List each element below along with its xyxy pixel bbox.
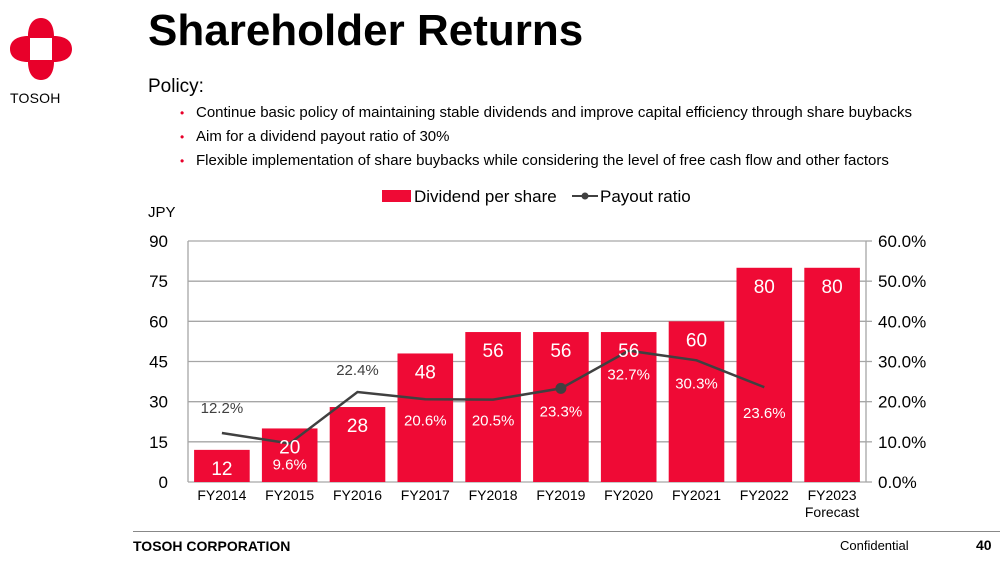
payout-ratio-label: 9.6% [273,456,307,473]
page-title: Shareholder Returns [148,6,584,55]
x-tick-label: FY2016 [333,487,382,503]
bar-value-label: 48 [415,362,436,383]
x-tick-label: FY2019 [536,487,585,503]
legend-label-payout: Payout ratio [600,187,691,206]
bar-dividend [465,332,521,482]
page-number: 40 [976,537,992,553]
policy-bullet: • Aim for a dividend payout ratio of 30% [180,126,912,150]
footer-divider [133,531,1000,532]
x-tick-label: FY2020 [604,487,653,503]
payout-ratio-label: 12.2% [201,400,244,417]
y2-tick-label: 30.0% [878,353,926,372]
y2-tick-label: 40.0% [878,312,926,331]
bar-dividend [329,407,386,482]
bar-dividend [261,428,318,482]
bar-value-label: 28 [347,416,368,437]
logo-text: TOSOH [10,90,61,106]
chart-legend: Dividend per share Payout ratio [382,187,691,206]
bar-dividend [194,449,250,482]
bar-value-label: 80 [822,277,843,298]
payout-ratio-label: 30.3% [675,375,718,392]
tosoh-logo-icon [10,18,72,80]
payout-ratio-line [221,349,765,445]
policy-bullet: • Continue basic policy of maintaining st… [180,102,912,126]
x-tick-label: FY2022 [740,487,789,503]
payout-ratio-label: 32.7% [607,367,650,384]
bar-dividend [736,267,793,482]
y-tick-label: 15 [149,433,168,452]
bar-value-label: 56 [618,341,639,362]
legend-swatch-payout-marker [581,192,589,200]
bar-dividend [533,332,589,482]
payout-ratio-label: 22.4% [336,362,379,379]
bar-value-label: 56 [550,341,571,362]
y-tick-label: 45 [149,353,168,372]
bar-dividend [397,353,454,482]
footer-company: TOSOH CORPORATION [133,538,291,554]
policy-bullets: • Continue basic policy of maintaining st… [180,102,912,174]
bullet-icon: • [180,106,185,120]
bullet-icon: • [180,130,185,144]
policy-heading: Policy: [148,76,204,97]
bar-value-label: 56 [483,341,504,362]
bar-value-label: 12 [211,459,232,480]
bar-dividend [668,321,725,482]
y2-tick-label: 60.0% [878,232,926,251]
payout-ratio-label: 20.5% [472,413,515,430]
bar-value-label: 20 [279,437,300,458]
y2-tick-label: 0.0% [878,473,917,492]
y-tick-label: 0 [159,473,168,492]
x-tick-label: FY2018 [469,487,518,503]
bar-dividend [600,332,657,482]
x-tick-label: FY2014 [197,487,246,503]
x-tick-label: FY2015 [265,487,314,503]
bar-value-label: 60 [686,330,707,351]
bar-value-label: 80 [754,277,775,298]
x-tick-label: FY2023 [808,487,857,503]
footer-confidential: Confidential [840,538,909,553]
y-tick-label: 30 [149,393,168,412]
x-tick-label: FY2021 [672,487,721,503]
y2-tick-label: 20.0% [878,393,926,412]
payout-ratio-label: 23.3% [540,403,583,420]
x-tick-label: FY2017 [401,487,450,503]
y-tick-label: 75 [149,272,168,291]
payout-ratio-label: 23.6% [743,405,786,422]
bar-dividend [804,267,860,482]
y2-tick-label: 10.0% [878,433,926,452]
policy-bullet: • Flexible implementation of share buybac… [180,150,912,174]
x-tick-sublabel: Forecast [805,504,860,520]
payout-ratio-label: 20.6% [404,412,447,429]
legend-swatch-dividend [382,190,411,202]
payout-ratio-marker [555,382,567,394]
y-tick-label: 90 [149,232,168,251]
legend-label-dividend: Dividend per share [414,187,557,206]
y-axis-label: JPY [148,204,176,221]
y2-tick-label: 50.0% [878,272,926,291]
bullet-icon: • [180,154,185,168]
y-tick-label: 60 [149,312,168,331]
